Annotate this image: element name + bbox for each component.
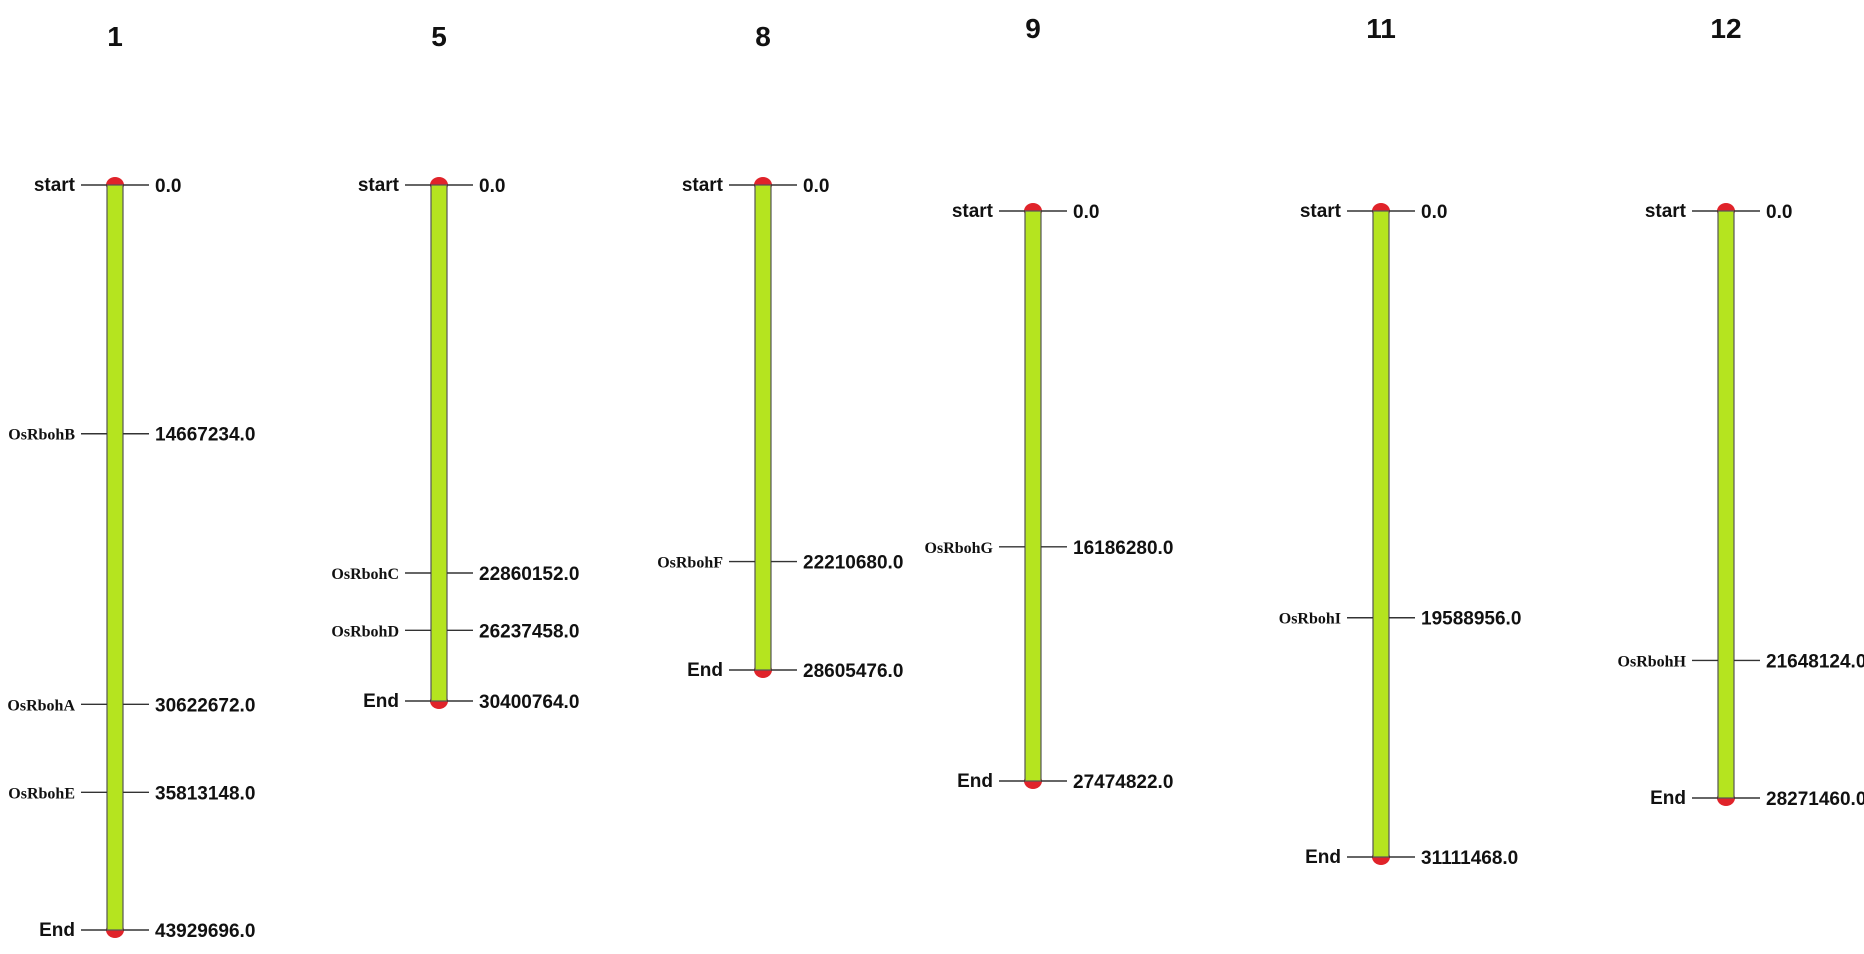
chromosome-5: 5 start 0.0 OsRbohC 22860152.0 OsRbohD 2623745… bbox=[331, 21, 579, 713]
start-label: start bbox=[952, 201, 994, 222]
gene-label: OsRbohF bbox=[657, 555, 723, 572]
chromosome-bar bbox=[1717, 210, 1735, 799]
start-position-label: 0.0 bbox=[803, 176, 829, 197]
gene-position-label: 19588956.0 bbox=[1421, 609, 1521, 630]
gene-position-label: 16186280.0 bbox=[1073, 538, 1173, 559]
end-position-label: 27474822.0 bbox=[1073, 772, 1173, 793]
gene-position-label: 35813148.0 bbox=[155, 783, 255, 804]
end-label: End bbox=[363, 691, 399, 712]
chromosome-bar bbox=[106, 184, 124, 931]
chromosome-9: 9 start 0.0 OsRbohG 16186280.0 End 27474822.0 bbox=[925, 13, 1174, 793]
start-label: start bbox=[358, 175, 400, 196]
gene-label: OsRbohE bbox=[8, 785, 75, 802]
gene-position-label: 30622672.0 bbox=[155, 695, 255, 716]
chromosome-12: 12 start 0.0 OsRbohH 21648124.0 End 28271460.0 bbox=[1618, 13, 1864, 810]
gene-label: OsRbohG bbox=[925, 540, 994, 557]
chromosome-number: 12 bbox=[1710, 13, 1741, 44]
gene-position-label: 22860152.0 bbox=[479, 564, 579, 585]
chromosome-11: 11 start 0.0 OsRbohI 19588956.0 End 31111468.0 bbox=[1279, 13, 1522, 869]
chromosome-number: 9 bbox=[1025, 13, 1041, 44]
end-label: End bbox=[687, 660, 723, 681]
start-label: start bbox=[1645, 201, 1687, 222]
chromosome-bar bbox=[1372, 210, 1390, 858]
gene-label: OsRbohI bbox=[1279, 611, 1341, 628]
chromosome-number: 1 bbox=[107, 21, 123, 52]
start-position-label: 0.0 bbox=[1421, 202, 1447, 223]
gene-label: OsRbohA bbox=[7, 697, 75, 714]
gene-label: OsRbohB bbox=[8, 427, 75, 444]
gene-label: OsRbohD bbox=[331, 623, 399, 640]
gene-position-label: 14667234.0 bbox=[155, 425, 255, 446]
gene-position-label: 26237458.0 bbox=[479, 621, 579, 642]
chromosome-bar bbox=[1024, 210, 1042, 782]
start-position-label: 0.0 bbox=[155, 176, 181, 197]
chromosome-1: 1 start 0.0 OsRbohB 14667234.0 OsRbohA 3062267… bbox=[7, 21, 255, 942]
gene-position-label: 22210680.0 bbox=[803, 553, 903, 574]
chromosome-bar bbox=[754, 184, 772, 671]
start-position-label: 0.0 bbox=[1766, 202, 1792, 223]
end-label: End bbox=[957, 771, 993, 792]
chromosome-number: 5 bbox=[431, 21, 447, 52]
start-label: start bbox=[682, 175, 724, 196]
gene-label: OsRbohH bbox=[1618, 653, 1687, 670]
start-label: start bbox=[34, 175, 76, 196]
end-position-label: 43929696.0 bbox=[155, 921, 255, 942]
chromosome-8: 8 start 0.0 OsRbohF 22210680.0 End 28605476.0 bbox=[657, 21, 903, 682]
end-position-label: 28605476.0 bbox=[803, 661, 903, 682]
end-position-label: 31111468.0 bbox=[1421, 848, 1518, 869]
end-position-label: 30400764.0 bbox=[479, 692, 579, 713]
chromosome-number: 8 bbox=[755, 21, 771, 52]
start-position-label: 0.0 bbox=[1073, 202, 1099, 223]
chromosome-number: 11 bbox=[1366, 13, 1396, 44]
end-position-label: 28271460.0 bbox=[1766, 789, 1864, 810]
end-label: End bbox=[1650, 788, 1686, 809]
start-position-label: 0.0 bbox=[479, 176, 505, 197]
chromosome-bar bbox=[430, 184, 448, 702]
start-label: start bbox=[1300, 201, 1342, 222]
gene-position-label: 21648124.0 bbox=[1766, 651, 1864, 672]
end-label: End bbox=[1305, 847, 1341, 868]
gene-label: OsRbohC bbox=[331, 566, 399, 583]
end-label: End bbox=[39, 920, 75, 941]
